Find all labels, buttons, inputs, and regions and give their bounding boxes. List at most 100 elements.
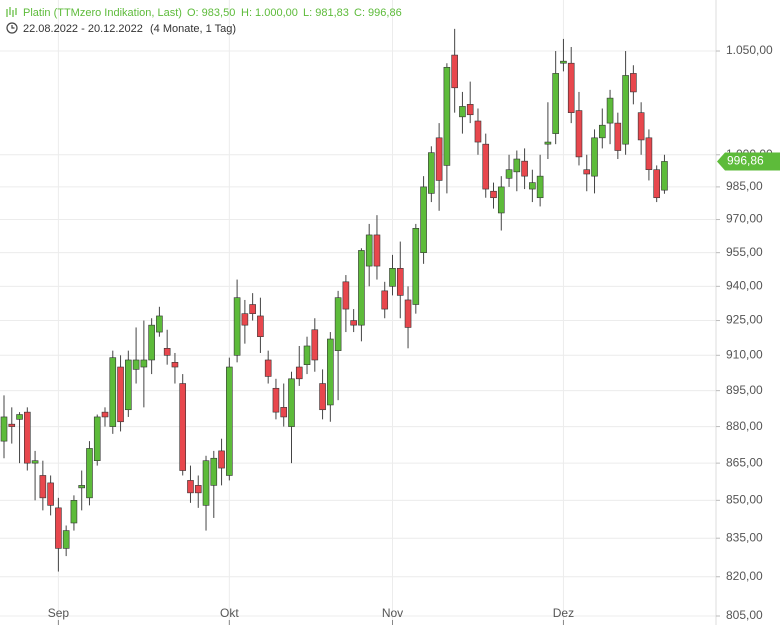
candle-body xyxy=(179,383,187,471)
candle-body xyxy=(342,281,350,310)
candle-body xyxy=(497,186,505,214)
candle-body xyxy=(249,304,256,314)
x-tick-label: Dez xyxy=(553,606,574,620)
candle-body xyxy=(583,169,591,175)
candle-body xyxy=(560,60,567,64)
y-tick-label: 850,00 xyxy=(726,493,763,507)
candle-body xyxy=(202,460,210,506)
y-tick-label: 895,00 xyxy=(726,383,763,397)
candle-body xyxy=(16,414,23,420)
candle-body xyxy=(598,124,606,139)
candle-body xyxy=(428,152,435,194)
candle-body xyxy=(148,324,155,361)
candle-body xyxy=(233,297,241,356)
candle-body xyxy=(490,190,497,199)
candle-body xyxy=(334,297,342,351)
date-range: 22.08.2022 - 20.12.2022 xyxy=(23,23,143,35)
y-tick-label: 1.050,00 xyxy=(726,43,773,57)
candle-body xyxy=(319,383,326,411)
ohlc-label: L: 981,83 xyxy=(303,7,349,19)
candle-body xyxy=(311,329,319,361)
candle-body xyxy=(140,359,148,368)
candle-body xyxy=(637,112,645,141)
candle-body xyxy=(630,73,637,93)
chart-title: Platin (TTMzero Indikation, Last) xyxy=(23,7,182,19)
candle-body xyxy=(544,141,552,145)
candle-body xyxy=(466,104,474,116)
candle-body xyxy=(117,366,124,423)
candle-body xyxy=(389,268,396,287)
y-tick-label: 910,00 xyxy=(726,347,763,361)
candle-body xyxy=(365,234,373,267)
candle-body xyxy=(194,485,202,494)
x-tick-label: Nov xyxy=(382,606,403,620)
y-tick-label: 970,00 xyxy=(726,212,763,226)
y-tick-label: 835,00 xyxy=(726,530,763,544)
candle-body xyxy=(78,485,85,489)
x-tick-label: Sep xyxy=(48,606,70,620)
candle-body xyxy=(8,423,16,427)
ohlc-label: H: 1.000,00 xyxy=(241,7,298,19)
candle-body xyxy=(381,290,389,310)
candle-body xyxy=(86,448,93,499)
ohlc-label: O: 983,50 xyxy=(187,7,235,19)
candle-body xyxy=(187,480,194,494)
clock-icon xyxy=(6,22,18,34)
candle-body xyxy=(226,366,233,476)
candle-body xyxy=(622,75,629,145)
candle-body xyxy=(163,348,171,356)
candle-body xyxy=(443,66,451,166)
candle-body xyxy=(24,411,31,464)
last-price-marker xyxy=(717,152,780,171)
y-tick-label: 955,00 xyxy=(726,245,763,259)
candle-body xyxy=(303,345,311,365)
candle-body xyxy=(31,460,39,464)
candle-body xyxy=(482,143,490,190)
ohlc-label: C: 996,86 xyxy=(354,7,402,19)
candle-body xyxy=(93,416,101,461)
x-tick-label: Okt xyxy=(220,606,239,620)
candle-body xyxy=(567,62,575,113)
candle-body xyxy=(459,106,466,118)
candle-body xyxy=(412,228,420,305)
candle-body xyxy=(661,161,668,191)
candle-body xyxy=(210,457,218,486)
candle-body xyxy=(653,169,660,199)
grid xyxy=(0,0,716,625)
candle-body xyxy=(591,137,598,177)
candle-body xyxy=(513,158,521,173)
candle-body xyxy=(420,186,427,253)
candle-body xyxy=(435,137,443,181)
header-icon xyxy=(6,7,17,17)
candle-body xyxy=(125,359,132,411)
candle-body xyxy=(70,500,78,524)
candle-body xyxy=(505,169,513,179)
candle-body xyxy=(257,315,264,337)
candle-body xyxy=(396,268,404,296)
y-tick-label: 865,00 xyxy=(726,455,763,469)
candle-body xyxy=(280,407,288,418)
candle-body xyxy=(132,359,140,370)
candle-body xyxy=(62,530,70,549)
candle-body xyxy=(521,160,528,177)
y-tick-label: 820,00 xyxy=(726,569,763,583)
candle-body xyxy=(606,97,614,124)
y-tick-label: 805,00 xyxy=(726,608,763,622)
candle-body xyxy=(218,450,225,469)
candle-body xyxy=(47,482,54,506)
candle-body xyxy=(404,299,412,328)
candle-body xyxy=(241,313,249,326)
candle-body xyxy=(614,122,622,151)
candle-body xyxy=(373,234,381,267)
candle-body xyxy=(0,416,8,442)
candle-body xyxy=(264,359,272,377)
candle-body xyxy=(156,315,163,333)
y-tick-label: 940,00 xyxy=(726,279,763,293)
candle-body xyxy=(288,378,295,427)
candle-body xyxy=(272,387,280,413)
y-tick-label: 925,00 xyxy=(726,313,763,327)
candle-body xyxy=(327,338,334,406)
candle-body xyxy=(39,475,47,499)
candle-body xyxy=(171,362,179,368)
